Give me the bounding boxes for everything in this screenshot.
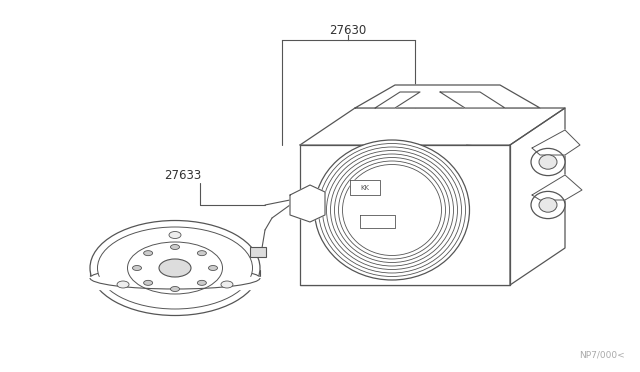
- Polygon shape: [375, 92, 420, 108]
- Polygon shape: [360, 215, 395, 228]
- Ellipse shape: [170, 244, 179, 250]
- Polygon shape: [300, 108, 565, 145]
- Ellipse shape: [143, 251, 152, 256]
- Ellipse shape: [97, 227, 253, 309]
- Ellipse shape: [539, 198, 557, 212]
- Ellipse shape: [170, 286, 179, 292]
- Ellipse shape: [159, 259, 191, 277]
- Polygon shape: [440, 92, 505, 108]
- Text: KK: KK: [360, 185, 369, 191]
- Text: NP7/000<: NP7/000<: [579, 350, 625, 359]
- Ellipse shape: [531, 148, 565, 176]
- Polygon shape: [290, 185, 325, 222]
- Polygon shape: [532, 175, 582, 200]
- Bar: [250, 247, 266, 257]
- Bar: [85, 277, 265, 289]
- Text: 27630: 27630: [330, 23, 367, 36]
- Polygon shape: [350, 180, 380, 195]
- Ellipse shape: [169, 231, 181, 238]
- Ellipse shape: [314, 140, 470, 280]
- Polygon shape: [300, 145, 510, 285]
- Ellipse shape: [197, 280, 206, 285]
- Polygon shape: [532, 130, 580, 155]
- Ellipse shape: [90, 267, 260, 289]
- Ellipse shape: [127, 242, 223, 294]
- Polygon shape: [510, 108, 565, 285]
- Ellipse shape: [209, 266, 218, 270]
- Ellipse shape: [143, 280, 152, 285]
- Ellipse shape: [531, 192, 565, 219]
- Ellipse shape: [90, 221, 260, 315]
- Ellipse shape: [117, 281, 129, 288]
- Ellipse shape: [197, 251, 206, 256]
- Ellipse shape: [539, 155, 557, 169]
- Ellipse shape: [221, 281, 233, 288]
- Text: 27633: 27633: [164, 169, 202, 182]
- Polygon shape: [355, 85, 540, 108]
- Ellipse shape: [132, 266, 141, 270]
